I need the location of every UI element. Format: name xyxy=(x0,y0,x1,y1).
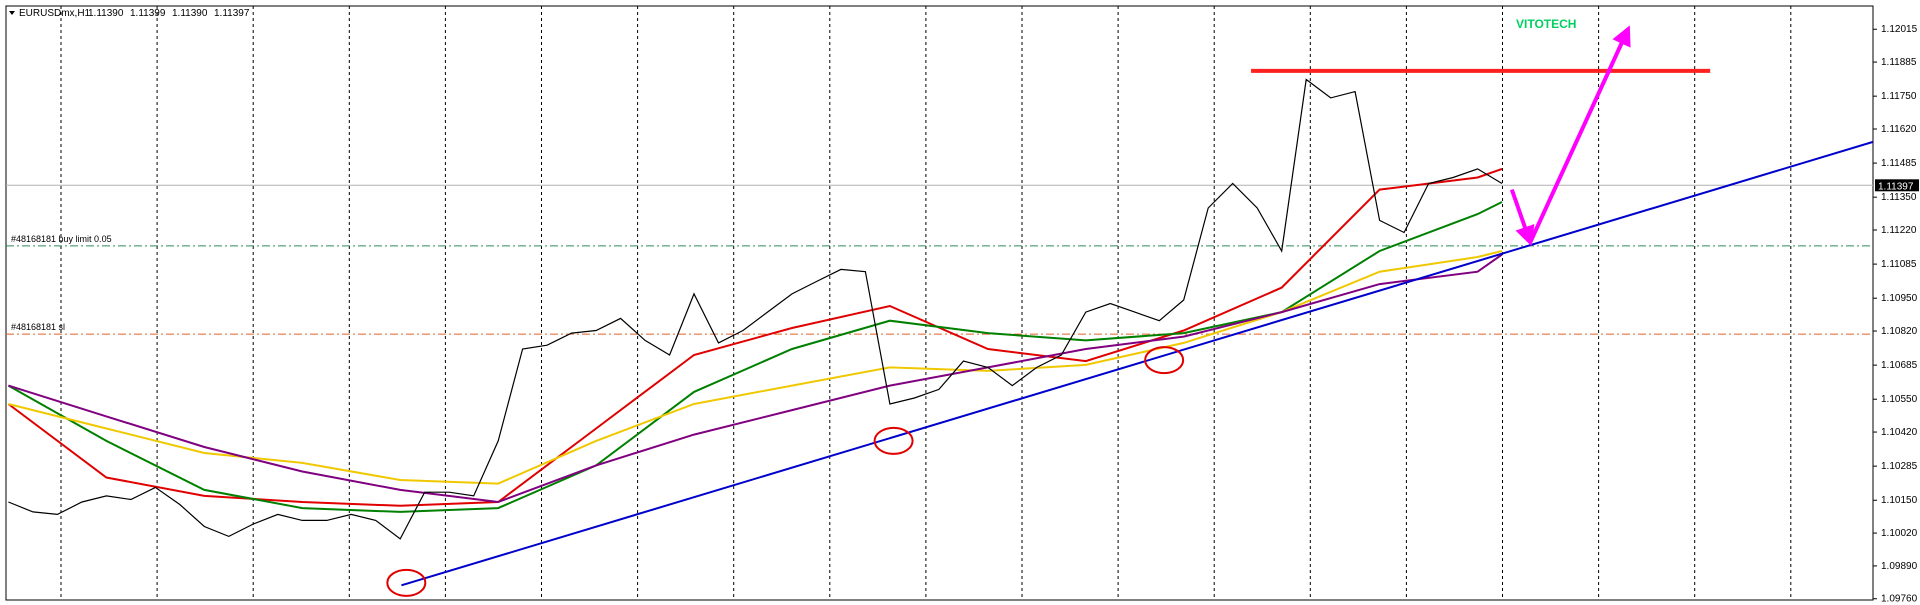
ohlc-value: 1.11397 xyxy=(214,8,250,19)
y-tick-label: 1.11885 xyxy=(1881,57,1917,68)
ohlc-value: 1.11399 xyxy=(130,8,166,19)
menu-triangle xyxy=(9,11,15,15)
moving-average xyxy=(7,201,1503,513)
current-price-label: 1.11397 xyxy=(1878,181,1914,192)
plot-frame xyxy=(5,5,1874,601)
current-price-box xyxy=(1875,179,1919,192)
y-tick-label: 1.12015 xyxy=(1881,24,1918,35)
y-tick-label: 1.10685 xyxy=(1881,360,1918,371)
circle-marker xyxy=(1144,346,1185,375)
y-tick-label: 1.11350 xyxy=(1881,192,1917,203)
y-tick-label: 1.10820 xyxy=(1881,326,1918,337)
y-tick-label: 1.10550 xyxy=(1881,394,1918,405)
price-line xyxy=(8,78,1503,540)
circle-marker xyxy=(386,568,427,597)
y-tick-label: 1.11220 xyxy=(1881,225,1917,236)
moving-average xyxy=(8,253,1503,504)
y-tick-label: 1.10950 xyxy=(1881,293,1918,304)
arrow xyxy=(1528,25,1631,244)
y-tick-label: 1.10020 xyxy=(1881,528,1918,539)
order-label: #48168181 buy limit 0.05 xyxy=(11,234,112,244)
moving-average xyxy=(8,250,1503,485)
watermark: VITOTECH xyxy=(1516,17,1576,31)
order-label: #48168181 sl xyxy=(11,322,65,332)
trendline xyxy=(401,140,1874,587)
moving-average xyxy=(7,167,1503,507)
arrow xyxy=(1509,188,1535,247)
ohlc-value: 1.11390 xyxy=(88,8,124,19)
y-tick-label: 1.10285 xyxy=(1881,461,1918,472)
y-tick-label: 1.11085 xyxy=(1881,259,1917,270)
y-tick-label: 1.10420 xyxy=(1881,427,1918,438)
symbol: EURUSDmx,H1 xyxy=(19,8,91,19)
y-tick-label: 1.11750 xyxy=(1881,91,1917,102)
y-tick-label: 1.09890 xyxy=(1881,561,1918,572)
y-tick-label: 1.11620 xyxy=(1881,124,1917,135)
ohlc-value: 1.11390 xyxy=(172,8,208,19)
y-tick-label: 1.09760 xyxy=(1881,594,1918,605)
y-tick-label: 1.11485 xyxy=(1881,158,1917,169)
y-tick-label: 1.10150 xyxy=(1881,495,1918,506)
circle-marker xyxy=(873,426,914,455)
